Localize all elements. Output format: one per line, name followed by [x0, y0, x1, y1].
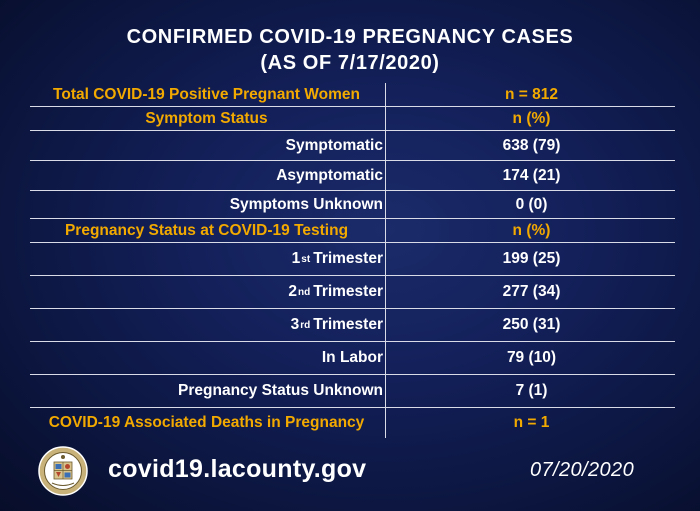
table-row-in-labor: In Labor 79 (10) — [30, 342, 675, 375]
ordinal-suffix: nd — [297, 286, 311, 298]
row-value: 7 (1) — [515, 382, 548, 399]
ordinal-suffix: rd — [300, 319, 311, 331]
row-label: Symptom Status — [30, 107, 386, 130]
table-row-total: Total COVID-19 Positive Pregnant Women n… — [30, 83, 675, 107]
table-row-status-unknown: Pregnancy Status Unknown 7 (1) — [30, 375, 675, 408]
row-value: 638 (79) — [502, 136, 561, 154]
row-label: COVID-19 Associated Deaths in Pregnancy — [30, 408, 386, 438]
trimester-word: Trimester — [313, 316, 383, 333]
trimester-word: Trimester — [313, 250, 383, 267]
row-value: 174 (21) — [502, 166, 561, 184]
report-date: 07/20/2020 — [530, 459, 635, 481]
row-label: Pregnancy Status Unknown — [30, 375, 386, 407]
row-label: Pregnancy Status at COVID-19 Testing — [30, 219, 386, 242]
row-label: Symptoms Unknown — [30, 191, 386, 218]
row-value: n = 812 — [505, 85, 558, 103]
row-value: 79 (10) — [506, 349, 557, 366]
row-value: n = 1 — [513, 414, 550, 431]
trimester-number: 3 — [290, 316, 300, 333]
row-value: 250 (31) — [502, 316, 561, 333]
trimester-word: Trimester — [313, 283, 383, 300]
county-seal-icon — [38, 446, 88, 496]
row-value: 0 (0) — [515, 195, 548, 213]
trimester-number: 2 — [288, 283, 297, 300]
row-value: 199 (25) — [502, 250, 561, 267]
table-row-symptoms-unknown: Symptoms Unknown 0 (0) — [30, 191, 675, 219]
row-label: In Labor — [30, 342, 386, 374]
table-row-pregnancy-header: Pregnancy Status at COVID-19 Testing n (… — [30, 219, 675, 243]
row-label: Asymptomatic — [30, 161, 386, 190]
table-row-asymptomatic: Asymptomatic 174 (21) — [30, 161, 675, 191]
page-title: CONFIRMED COVID-19 PREGNANCY CASES — [126, 26, 574, 48]
table-row-deaths: COVID-19 Associated Deaths in Pregnancy … — [30, 408, 675, 438]
row-label: Symptomatic — [30, 131, 386, 160]
row-value: 277 (34) — [502, 283, 561, 300]
table-row-symptom-header: Symptom Status n (%) — [30, 107, 675, 131]
cases-table: Total COVID-19 Positive Pregnant Women n… — [30, 83, 675, 438]
ordinal-suffix: st — [301, 253, 311, 265]
website-url-link[interactable]: covid19.lacounty.gov — [108, 455, 367, 483]
row-value: n (%) — [512, 109, 551, 127]
page-subtitle: (AS OF 7/17/2020) — [260, 52, 440, 74]
row-value: n (%) — [512, 221, 551, 239]
trimester-number: 1 — [291, 250, 301, 267]
row-label: Total COVID-19 Positive Pregnant Women — [30, 83, 386, 106]
table-row-symptomatic: Symptomatic 638 (79) — [30, 131, 675, 161]
